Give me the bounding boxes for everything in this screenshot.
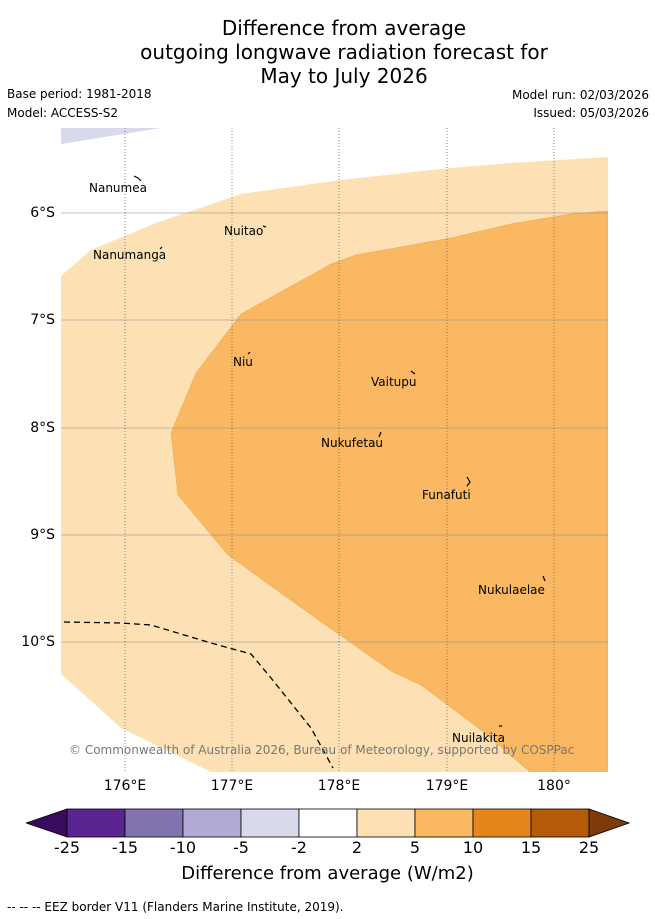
island-niu-shape (247, 351, 251, 355)
band-neg5-neg2 (61, 128, 161, 144)
colorbar-tick: -25 (53, 838, 81, 857)
colorbar-label: Difference from average (W/m2) (181, 863, 474, 884)
map-svg (61, 128, 608, 772)
island-label-nanumea: Nanumea (89, 181, 147, 195)
colorbar-segment (240, 808, 300, 838)
colorbar-tick: 2 (351, 838, 363, 857)
colorbar-segment (66, 808, 126, 838)
colorbar-tick: 10 (462, 838, 484, 857)
issued-date: Issued: 05/03/2026 (533, 106, 649, 120)
colorbar-tick: -5 (233, 838, 249, 857)
title-line-1: Difference from average (221, 16, 467, 40)
island-label-nuitao: Nuitao (224, 224, 264, 238)
colorbar-segment (530, 808, 590, 838)
eez-legend: -- -- -- EEZ border V11 (Flanders Marine… (7, 900, 344, 914)
colorbar-tick: 25 (578, 838, 600, 857)
lat-tick-10s: 10°S (21, 634, 55, 650)
island-nanumanga-shape (159, 246, 163, 250)
colorbar-segment (356, 808, 416, 838)
island-nukulaelae-shape (542, 575, 546, 582)
island-label-funafuti: Funafuti (422, 488, 471, 502)
colorbar-segment (124, 808, 184, 838)
island-shapes (133, 175, 546, 727)
island-nukufetau-shape (378, 431, 382, 438)
map-title: Difference from average outgoing longwav… (0, 16, 655, 88)
lon-gridlines (124, 128, 555, 772)
colorbar-segment (298, 808, 358, 838)
colorbar-tick: 5 (409, 838, 421, 857)
lon-tick-176e: 176°E (103, 778, 147, 794)
island-label-nanumanga: Nanumanga (93, 248, 167, 262)
colorbar-extend-low (26, 808, 68, 838)
colorbar-segment (182, 808, 242, 838)
colorbar-tick: -15 (111, 838, 139, 857)
model-run: Model run: 02/03/2026 (511, 88, 649, 102)
colorbar-tick: 15 (520, 838, 542, 857)
title-line-2: outgoing longwave radiation forecast for (140, 40, 548, 64)
island-label-nukufetau: Nukufetau (321, 436, 384, 450)
island-label-vaitupu: Vaitupu (371, 375, 417, 389)
colorbar-tick: -2 (291, 838, 307, 857)
island-nanumea-shape (133, 175, 142, 182)
lat-tick-7s: 7°S (30, 312, 55, 328)
lon-tick-180: 180° (537, 778, 571, 794)
island-label-niu: Niu (233, 355, 253, 369)
island-label-nukulaelae: Nukulaelae (478, 583, 545, 597)
model-name: Model: ACCESS-S2 (7, 106, 119, 120)
eez-border (63, 621, 334, 769)
island-label-nuilakita: Nuilakita (452, 731, 505, 745)
copyright-notice: © Commonwealth of Australia 2026, Bureau… (69, 743, 575, 757)
island-vaitupu-shape (410, 370, 416, 375)
title-line-3: May to July 2026 (260, 64, 428, 88)
colorbar-tick: -10 (169, 838, 197, 857)
lat-gridlines (61, 212, 608, 643)
lat-tick-6s: 6°S (30, 205, 55, 221)
lon-tick-179e: 179°E (425, 778, 469, 794)
lon-tick-178e: 178°E (317, 778, 361, 794)
map-area (61, 128, 608, 772)
island-nuitao-shape (262, 225, 267, 228)
colorbar-extend-high (588, 808, 630, 838)
lat-tick-8s: 8°S (30, 420, 55, 436)
lon-tick-177e: 177°E (210, 778, 254, 794)
lat-tick-9s: 9°S (30, 527, 55, 543)
colorbar-segment (414, 808, 474, 838)
band-5-10 (170, 210, 608, 772)
island-funafuti-shape (466, 476, 471, 487)
base-period: Base period: 1981-2018 (7, 87, 152, 101)
colorbar-segment (472, 808, 532, 838)
colorbar (26, 808, 630, 838)
